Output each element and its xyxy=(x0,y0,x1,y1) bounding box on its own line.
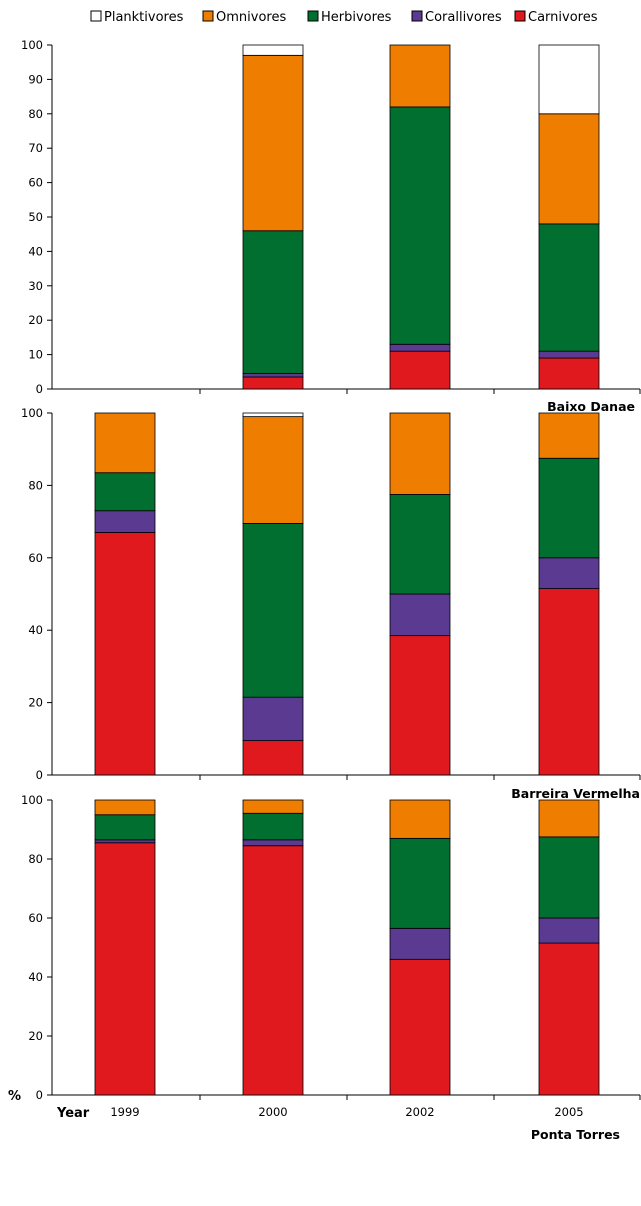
bar-barreira-vermelha-2000-planktivores xyxy=(242,412,304,418)
bar-baixo-danae-2002-herbivores xyxy=(389,106,451,345)
bar-barreira-vermelha-2000-corallivores xyxy=(242,696,304,742)
y-tick-label-0: 0 xyxy=(36,1088,43,1102)
x-axis-title: Year xyxy=(56,1106,90,1121)
bar-barreira-vermelha-1999-carnivores xyxy=(94,532,156,776)
y-tick-label-100: 100 xyxy=(21,38,43,52)
bar-barreira-vermelha-2000-carnivores xyxy=(242,740,304,776)
bar-baixo-danae-2002-omnivores xyxy=(389,44,451,108)
y-tick-label-10: 10 xyxy=(28,348,43,362)
bar-ponta-torres-2005-corallivores xyxy=(538,917,600,944)
legend-swatch-planktivores xyxy=(90,10,102,22)
bar-barreira-vermelha-2000-omnivores xyxy=(242,416,304,524)
y-tick-label-80: 80 xyxy=(28,478,43,492)
bar-ponta-torres-1999-omnivores xyxy=(94,799,156,816)
bar-ponta-torres-2002-corallivores xyxy=(389,927,451,960)
y-tick-label-20: 20 xyxy=(28,1029,43,1043)
panel-baixo-danae: 0 10 20 30 40 50 60 70 80 90 100 Baixo Danae xyxy=(21,38,641,414)
y-tick-label-100: 100 xyxy=(21,406,43,420)
legend-swatch-carnivores xyxy=(514,10,526,22)
bar-barreira-vermelha-2000-herbivores xyxy=(242,523,304,698)
bar-baixo-danae-2000-herbivores xyxy=(242,230,304,374)
y-tick-label-0: 0 xyxy=(36,382,43,396)
bar-ponta-torres-2002-carnivores xyxy=(389,958,451,1096)
legend-label-omnivores: Omnivores xyxy=(216,10,286,25)
panel-title-ponta-torres: Ponta Torres xyxy=(531,1127,620,1142)
y-tick-label-60: 60 xyxy=(28,911,43,925)
legend-label-carnivores: Carnivores xyxy=(528,10,598,25)
bar-baixo-danae-2005-carnivores xyxy=(538,357,600,390)
y-tick-label-40: 40 xyxy=(28,244,43,258)
legend: Planktivores Omnivores Herbivores Corallivo… xyxy=(90,10,598,25)
y-tick-label-60: 60 xyxy=(28,551,43,565)
legend-label-corallivores: Corallivores xyxy=(425,10,502,25)
y-tick-label-70: 70 xyxy=(28,141,43,155)
bar-ponta-torres-2000-carnivores xyxy=(242,845,304,1096)
x-tick-label-2002: 2002 xyxy=(405,1105,434,1119)
x-tick-label-2000: 2000 xyxy=(258,1105,287,1119)
bar-ponta-torres-2002-herbivores xyxy=(389,837,451,929)
bar-barreira-vermelha-2005-herbivores xyxy=(538,457,600,559)
y-tick-label-60: 60 xyxy=(28,176,43,190)
x-tick-label-2005: 2005 xyxy=(554,1105,583,1119)
bar-baixo-danae-2005-planktivores xyxy=(538,44,600,115)
bar-ponta-torres-2005-carnivores xyxy=(538,942,600,1096)
bar-baixo-danae-2005-herbivores xyxy=(538,223,600,352)
bar-barreira-vermelha-2002-corallivores xyxy=(389,593,451,637)
y-axis-title: % xyxy=(8,1089,21,1104)
bar-baixo-danae-2000-planktivores xyxy=(242,44,304,56)
bar-baixo-danae-2000-omnivores xyxy=(242,54,304,232)
y-tick-label-40: 40 xyxy=(28,623,43,637)
bar-barreira-vermelha-2002-omnivores xyxy=(389,412,451,495)
y-tick-label-80: 80 xyxy=(28,852,43,866)
y-tick-label-50: 50 xyxy=(28,210,43,224)
bar-barreira-vermelha-2002-carnivores xyxy=(389,635,451,776)
bar-barreira-vermelha-1999-herbivores xyxy=(94,472,156,512)
panel-ponta-torres: 0 20 40 60 80 100 1999 2000 2002 2005 Ponta Torres xyxy=(21,793,641,1142)
x-tick-label-1999: 1999 xyxy=(110,1105,139,1119)
bar-ponta-torres-2000-omnivores xyxy=(242,799,304,814)
legend-swatch-herbivores xyxy=(307,10,319,22)
y-tick-label-80: 80 xyxy=(28,107,43,121)
bar-ponta-torres-2000-corallivores xyxy=(242,839,304,847)
bar-baixo-danae-2005-corallivores xyxy=(538,350,600,359)
bar-baixo-danae-2005-omnivores xyxy=(538,113,600,225)
legend-label-planktivores: Planktivores xyxy=(104,10,184,25)
panels: 0 10 20 30 40 50 60 70 80 90 100 Baixo Danae 0 20 40 60… xyxy=(21,38,641,1142)
y-tick-label-20: 20 xyxy=(28,696,43,710)
bar-ponta-torres-2005-omnivores xyxy=(538,799,600,838)
y-tick-label-30: 30 xyxy=(28,279,43,293)
bar-baixo-danae-2000-carnivores xyxy=(242,376,304,390)
bar-ponta-torres-2002-omnivores xyxy=(389,799,451,839)
panel-title-barreira-vermelha: Barreira Vermelha xyxy=(511,786,640,801)
bar-barreira-vermelha-1999-omnivores xyxy=(94,412,156,474)
bar-baixo-danae-2000-corallivores xyxy=(242,373,304,378)
bar-ponta-torres-2000-herbivores xyxy=(242,812,304,841)
y-tick-label-0: 0 xyxy=(36,768,43,782)
legend-swatch-omnivores xyxy=(202,10,214,22)
legend-swatch-corallivores xyxy=(411,10,423,22)
bar-barreira-vermelha-2005-carnivores xyxy=(538,588,600,776)
bar-ponta-torres-1999-herbivores xyxy=(94,814,156,841)
y-tick-label-40: 40 xyxy=(28,970,43,984)
bar-barreira-vermelha-1999-corallivores xyxy=(94,510,156,533)
bar-baixo-danae-2002-corallivores xyxy=(389,343,451,352)
y-tick-label-90: 90 xyxy=(28,72,43,86)
bar-ponta-torres-1999-carnivores xyxy=(94,842,156,1096)
panel-title-baixo-danae: Baixo Danae xyxy=(547,399,635,414)
bar-barreira-vermelha-2005-omnivores xyxy=(538,412,600,459)
bar-ponta-torres-2005-herbivores xyxy=(538,836,600,919)
bar-barreira-vermelha-2002-herbivores xyxy=(389,494,451,595)
bar-baixo-danae-2002-carnivores xyxy=(389,350,451,390)
legend-label-herbivores: Herbivores xyxy=(321,10,392,25)
panel-barreira-vermelha: 0 20 40 60 80 100 Barreira Vermelha xyxy=(21,406,641,801)
bar-ponta-torres-1999-corallivores xyxy=(94,839,156,844)
y-tick-label-20: 20 xyxy=(28,313,43,327)
y-tick-label-100: 100 xyxy=(21,793,43,807)
bar-barreira-vermelha-2005-corallivores xyxy=(538,557,600,589)
